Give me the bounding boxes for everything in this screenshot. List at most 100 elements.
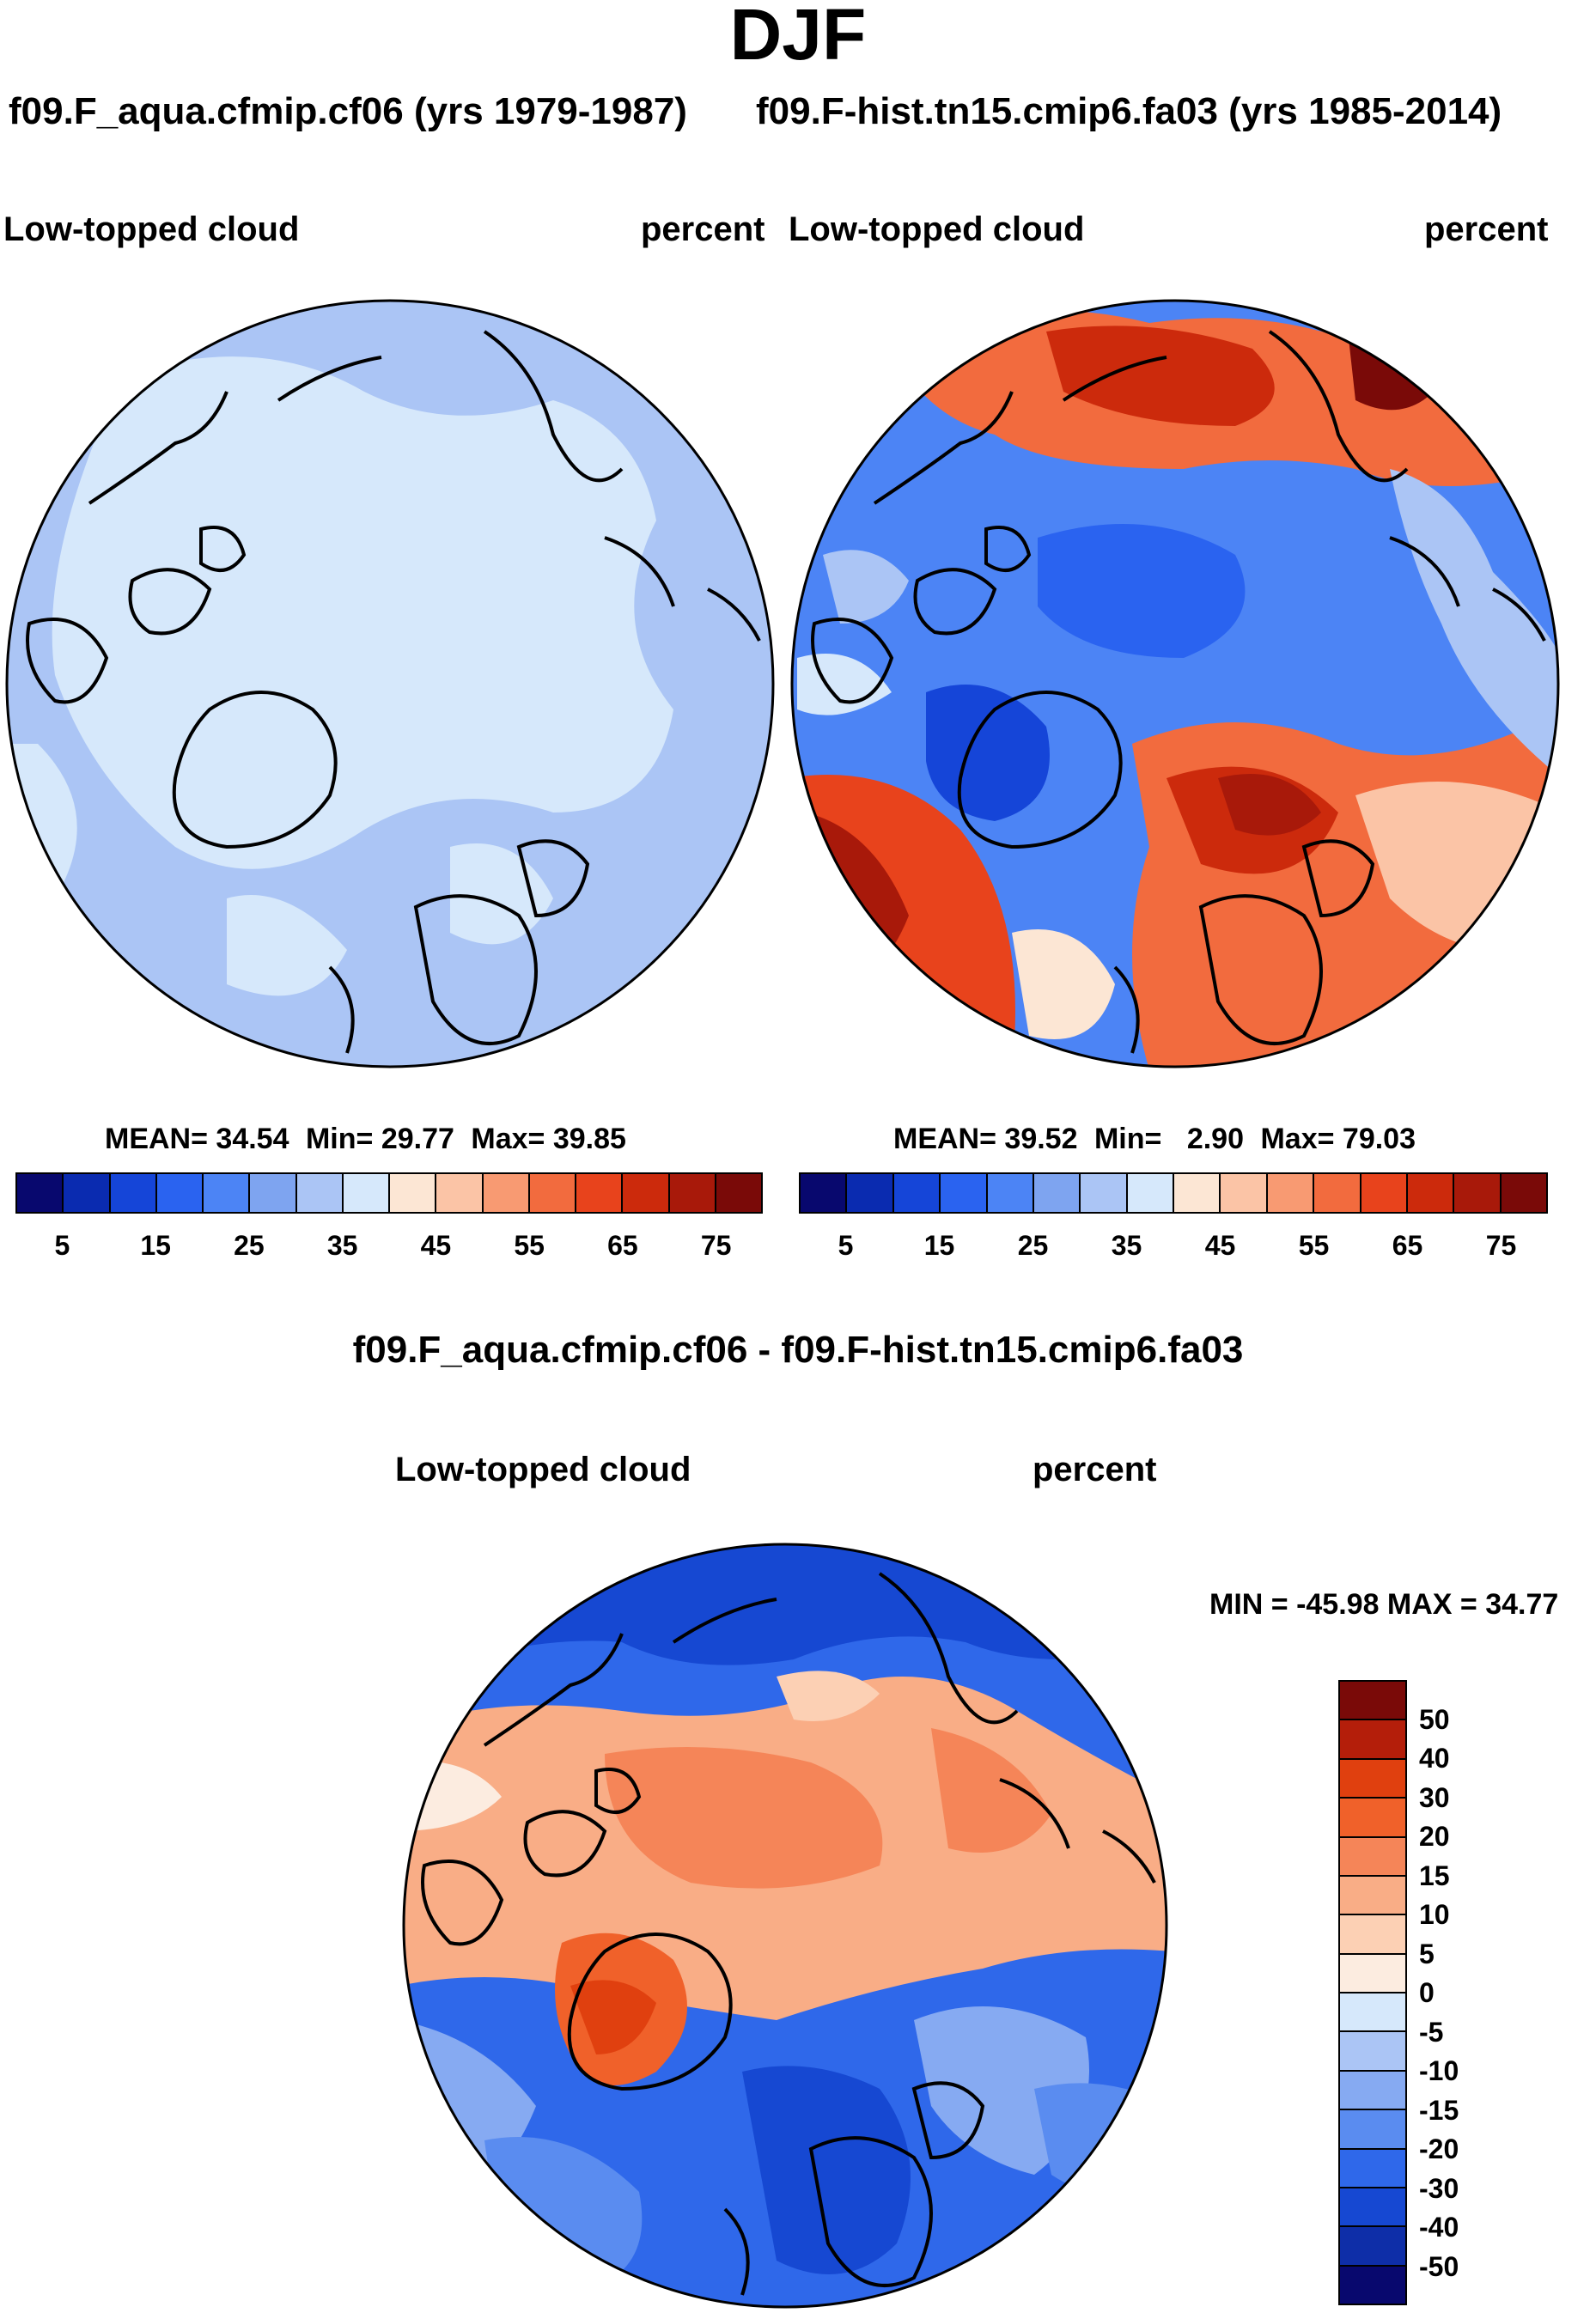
diff-colorbar-swatch	[1340, 2266, 1405, 2304]
right-colorbar-swatch	[1081, 1174, 1128, 1212]
diff-colorbar-swatch	[1340, 1993, 1405, 2033]
left-colorbar-tick-label: 45	[420, 1230, 452, 1261]
right-colorbar-swatch	[1407, 1174, 1455, 1212]
right-stats: MEAN= 39.52 Min= 2.90 Max= 79.03	[893, 1122, 1416, 1156]
left-max-label: Max=	[471, 1123, 545, 1155]
left-colorbar-swatch	[436, 1174, 484, 1212]
diff-colorbar-tick-label: -15	[1419, 2094, 1459, 2126]
left-colorbar-swatch	[343, 1174, 390, 1212]
left-min-value: 29.77	[381, 1123, 454, 1155]
left-colorbar-swatch	[204, 1174, 251, 1212]
right-colorbar-swatch	[1314, 1174, 1361, 1212]
right-colorbar-tick-label: 55	[1298, 1230, 1330, 1261]
left-mean-value: 34.54	[216, 1123, 289, 1155]
diff-colorbar-tick-label: -50	[1419, 2250, 1459, 2282]
right-colorbar-swatch	[1501, 1174, 1546, 1212]
left-colorbar-swatch	[623, 1174, 670, 1212]
right-colorbar-swatch	[1267, 1174, 1315, 1212]
diff-colorbar-tick-label: 5	[1419, 1938, 1435, 1969]
right-colorbar-tick-label: 15	[923, 1230, 955, 1261]
diff-colorbar-swatch	[1340, 2149, 1405, 2188]
right-colorbar-swatch	[1361, 1174, 1408, 1212]
right-colorbar-swatch	[941, 1174, 988, 1212]
diff-colorbar-tick-label: 30	[1419, 1781, 1450, 1813]
left-case-title: f09.F_aqua.cfmip.cf06 (yrs 1979-1987)	[9, 90, 687, 132]
diff-minmax: MIN = -45.98 MAX = 34.77	[1209, 1588, 1559, 1621]
left-colorbar-tick-label: 5	[54, 1230, 70, 1261]
right-colorbar-tick-label: 35	[1111, 1230, 1142, 1261]
right-max-value: 79.03	[1342, 1123, 1416, 1155]
right-colorbar-swatch	[847, 1174, 894, 1212]
diff-colorbar-tick-label: 10	[1419, 1899, 1450, 1930]
right-colorbar-swatch	[1033, 1174, 1081, 1212]
right-colorbar-swatch	[1454, 1174, 1502, 1212]
right-min-label: Min=	[1093, 1123, 1162, 1155]
diff-colorbar-tick-label: 50	[1419, 1703, 1450, 1735]
right-min-value: 2.90	[1186, 1123, 1245, 1155]
left-colorbar-tick-label: 55	[514, 1230, 545, 1261]
left-stats: MEAN= 34.54 Min= 29.77 Max= 39.85	[105, 1122, 626, 1156]
right-colorbar-swatch	[987, 1174, 1034, 1212]
diff-colorbar-tick-label: 15	[1419, 1860, 1450, 1891]
diff-polar-map	[402, 1543, 1168, 2309]
left-polar-map	[5, 299, 775, 1068]
left-colorbar-tick-label: 15	[140, 1230, 171, 1261]
diff-colorbar-tick-label: -5	[1419, 2016, 1444, 2048]
right-mean-value: 39.52	[1004, 1123, 1078, 1155]
left-colorbar-swatch	[296, 1174, 344, 1212]
left-colorbar-swatch	[576, 1174, 624, 1212]
diff-colorbar-swatch	[1340, 1799, 1405, 1838]
right-colorbar-swatch	[893, 1174, 941, 1212]
left-colorbar-swatch	[64, 1174, 111, 1212]
diff-colorbar-tick-label: -20	[1419, 2133, 1459, 2164]
left-colorbar-swatch	[250, 1174, 297, 1212]
left-coastlines	[26, 330, 761, 1054]
right-case-title: f09.F-hist.tn15.cmip6.fa03 (yrs 1985-201…	[756, 90, 1502, 132]
diff-colorbar	[1338, 1680, 1407, 2305]
diff-colorbar-swatch	[1340, 1954, 1405, 1993]
diff-colorbar-tick-label: 0	[1419, 1977, 1435, 2008]
diff-colorbar-swatch	[1340, 2227, 1405, 2267]
right-colorbar	[799, 1172, 1548, 1214]
left-colorbar-swatch	[110, 1174, 157, 1212]
right-mean-label: MEAN=	[893, 1123, 996, 1155]
diff-colorbar-tick-label: -40	[1419, 2212, 1459, 2243]
right-map-border	[790, 299, 1560, 1068]
right-polar-map	[790, 299, 1560, 1068]
diff-colorbar-swatch	[1340, 1720, 1405, 1760]
right-colorbar-tick-label: 5	[838, 1230, 854, 1261]
left-colorbar-swatch	[483, 1174, 530, 1212]
diff-variable-label: Low-topped cloud	[395, 1451, 691, 1488]
diff-colorbar-swatch	[1340, 1682, 1405, 1721]
left-max-value: 39.85	[552, 1123, 626, 1155]
right-colorbar-tick-label: 45	[1204, 1230, 1236, 1261]
left-colorbar-tick-label: 65	[607, 1230, 638, 1261]
left-variable-label: Low-topped cloud	[3, 210, 300, 248]
left-colorbar-swatch	[17, 1174, 64, 1212]
left-colorbar-swatch	[529, 1174, 576, 1212]
diff-colorbar-swatch	[1340, 1915, 1405, 1955]
diff-units-label: percent	[1033, 1451, 1157, 1488]
diff-colorbar-swatch	[1340, 2188, 1405, 2228]
right-colorbar-swatch	[801, 1174, 848, 1212]
diff-colorbar-tick-label: 20	[1419, 1821, 1450, 1852]
diff-colorbar-swatch	[1340, 2032, 1405, 2072]
diff-map-border	[402, 1543, 1168, 2309]
left-colorbar-swatch	[390, 1174, 437, 1212]
diff-colorbar-swatch	[1340, 1837, 1405, 1877]
left-map-border	[5, 299, 775, 1068]
right-colorbar-tick-label: 65	[1392, 1230, 1423, 1261]
right-units-label: percent	[1424, 210, 1549, 248]
diff-colorbar-swatch	[1340, 1759, 1405, 1799]
left-colorbar-tick-label: 75	[700, 1230, 732, 1261]
figure-title: DJF	[729, 0, 867, 75]
left-colorbar	[15, 1172, 763, 1214]
diff-colorbar-tick-label: -30	[1419, 2172, 1459, 2204]
diff-colorbar-swatch	[1340, 2071, 1405, 2111]
right-colorbar-swatch	[1174, 1174, 1221, 1212]
diff-title: f09.F_aqua.cfmip.cf06 - f09.F-hist.tn15.…	[352, 1329, 1244, 1371]
right-colorbar-tick-label: 25	[1017, 1230, 1049, 1261]
right-max-label: Max=	[1260, 1123, 1335, 1155]
diff-colorbar-tick-label: 40	[1419, 1743, 1450, 1774]
left-min-label: Min=	[305, 1123, 374, 1155]
